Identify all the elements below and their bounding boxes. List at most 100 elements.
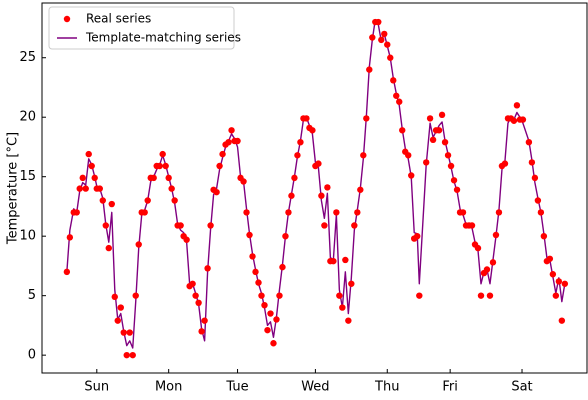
legend-box — [48, 6, 235, 50]
data-point — [549, 271, 557, 278]
data-point — [525, 138, 533, 146]
data-point — [348, 280, 355, 287]
data-point — [82, 185, 89, 192]
y-axis-label: Temperature [°C] — [6, 132, 21, 245]
data-point — [198, 328, 205, 335]
x-tick-label: Wed — [301, 380, 329, 395]
data-point — [225, 138, 232, 146]
data-point — [228, 127, 235, 134]
data-point — [426, 115, 434, 122]
data-point — [477, 292, 485, 299]
data-point — [114, 317, 121, 324]
data-point — [150, 174, 157, 182]
data-point — [369, 34, 376, 41]
x-tick-label: Thu — [374, 380, 399, 395]
data-point — [537, 209, 545, 216]
legend-label: Real series — [86, 12, 151, 26]
data-point — [555, 278, 563, 285]
data-point — [416, 292, 423, 299]
data-point — [453, 186, 461, 193]
data-point — [276, 292, 283, 299]
data-point — [144, 197, 151, 204]
data-point — [264, 326, 271, 334]
data-point — [519, 116, 527, 123]
data-point — [171, 197, 178, 204]
data-point — [354, 209, 361, 216]
data-point — [258, 292, 265, 299]
data-point — [297, 138, 304, 146]
data-point — [219, 150, 226, 158]
data-point — [342, 256, 349, 264]
data-point — [285, 209, 292, 216]
data-point — [126, 329, 133, 336]
data-point — [540, 232, 548, 240]
data-point — [117, 304, 124, 311]
data-point — [315, 160, 322, 167]
data-point — [396, 98, 403, 105]
data-point — [216, 162, 223, 170]
template-line — [66, 18, 566, 349]
data-point — [120, 329, 127, 336]
data-point — [375, 18, 382, 26]
data-point — [528, 159, 536, 166]
data-point — [162, 162, 169, 170]
data-point — [351, 222, 358, 229]
data-point — [561, 280, 569, 287]
data-point — [273, 316, 280, 323]
data-point — [309, 127, 316, 134]
data-point — [390, 77, 397, 84]
data-point — [408, 172, 415, 179]
data-point — [336, 292, 343, 299]
x-tick-label: Mon — [155, 380, 182, 395]
data-point — [531, 174, 539, 182]
data-point — [288, 192, 295, 199]
data-point — [399, 127, 406, 134]
data-point — [246, 231, 253, 239]
data-point — [474, 244, 482, 252]
data-point — [414, 232, 421, 240]
data-point — [255, 279, 262, 286]
data-point — [393, 92, 400, 99]
data-point — [195, 299, 202, 307]
x-tick-label: Sat — [511, 380, 532, 395]
data-point — [66, 234, 74, 241]
y-tick-label: 25 — [19, 50, 36, 65]
data-point — [486, 292, 494, 299]
data-point — [123, 351, 130, 359]
data-point — [489, 259, 497, 266]
data-point — [303, 115, 310, 122]
data-point — [405, 152, 412, 159]
data-point — [321, 222, 328, 229]
data-point — [294, 152, 301, 159]
data-point — [96, 185, 103, 192]
x-tick-label: Sun — [84, 380, 109, 395]
data-point — [261, 301, 268, 309]
data-point — [73, 209, 80, 216]
data-point — [234, 137, 241, 145]
data-point — [240, 178, 247, 185]
data-point — [207, 222, 214, 229]
data-point — [438, 111, 446, 119]
legend-swatch — [63, 15, 71, 23]
plot-frame — [41, 2, 588, 374]
data-point — [366, 66, 373, 73]
data-point — [384, 41, 391, 48]
data-point — [444, 152, 452, 159]
y-tick-label: 5 — [28, 288, 36, 303]
y-tick-label: 10 — [19, 229, 36, 244]
data-point — [381, 30, 388, 38]
data-point — [105, 244, 112, 252]
data-point — [204, 265, 211, 272]
data-point — [165, 174, 172, 182]
data-point — [339, 304, 346, 311]
data-point — [501, 160, 509, 167]
data-point — [201, 317, 208, 324]
data-point — [558, 317, 566, 324]
data-point — [213, 188, 220, 196]
data-point — [450, 177, 458, 184]
data-point — [249, 253, 256, 260]
data-point — [552, 292, 560, 299]
legend-label: Template-matching series — [85, 31, 241, 45]
data-point — [102, 222, 109, 229]
data-point — [168, 185, 175, 192]
